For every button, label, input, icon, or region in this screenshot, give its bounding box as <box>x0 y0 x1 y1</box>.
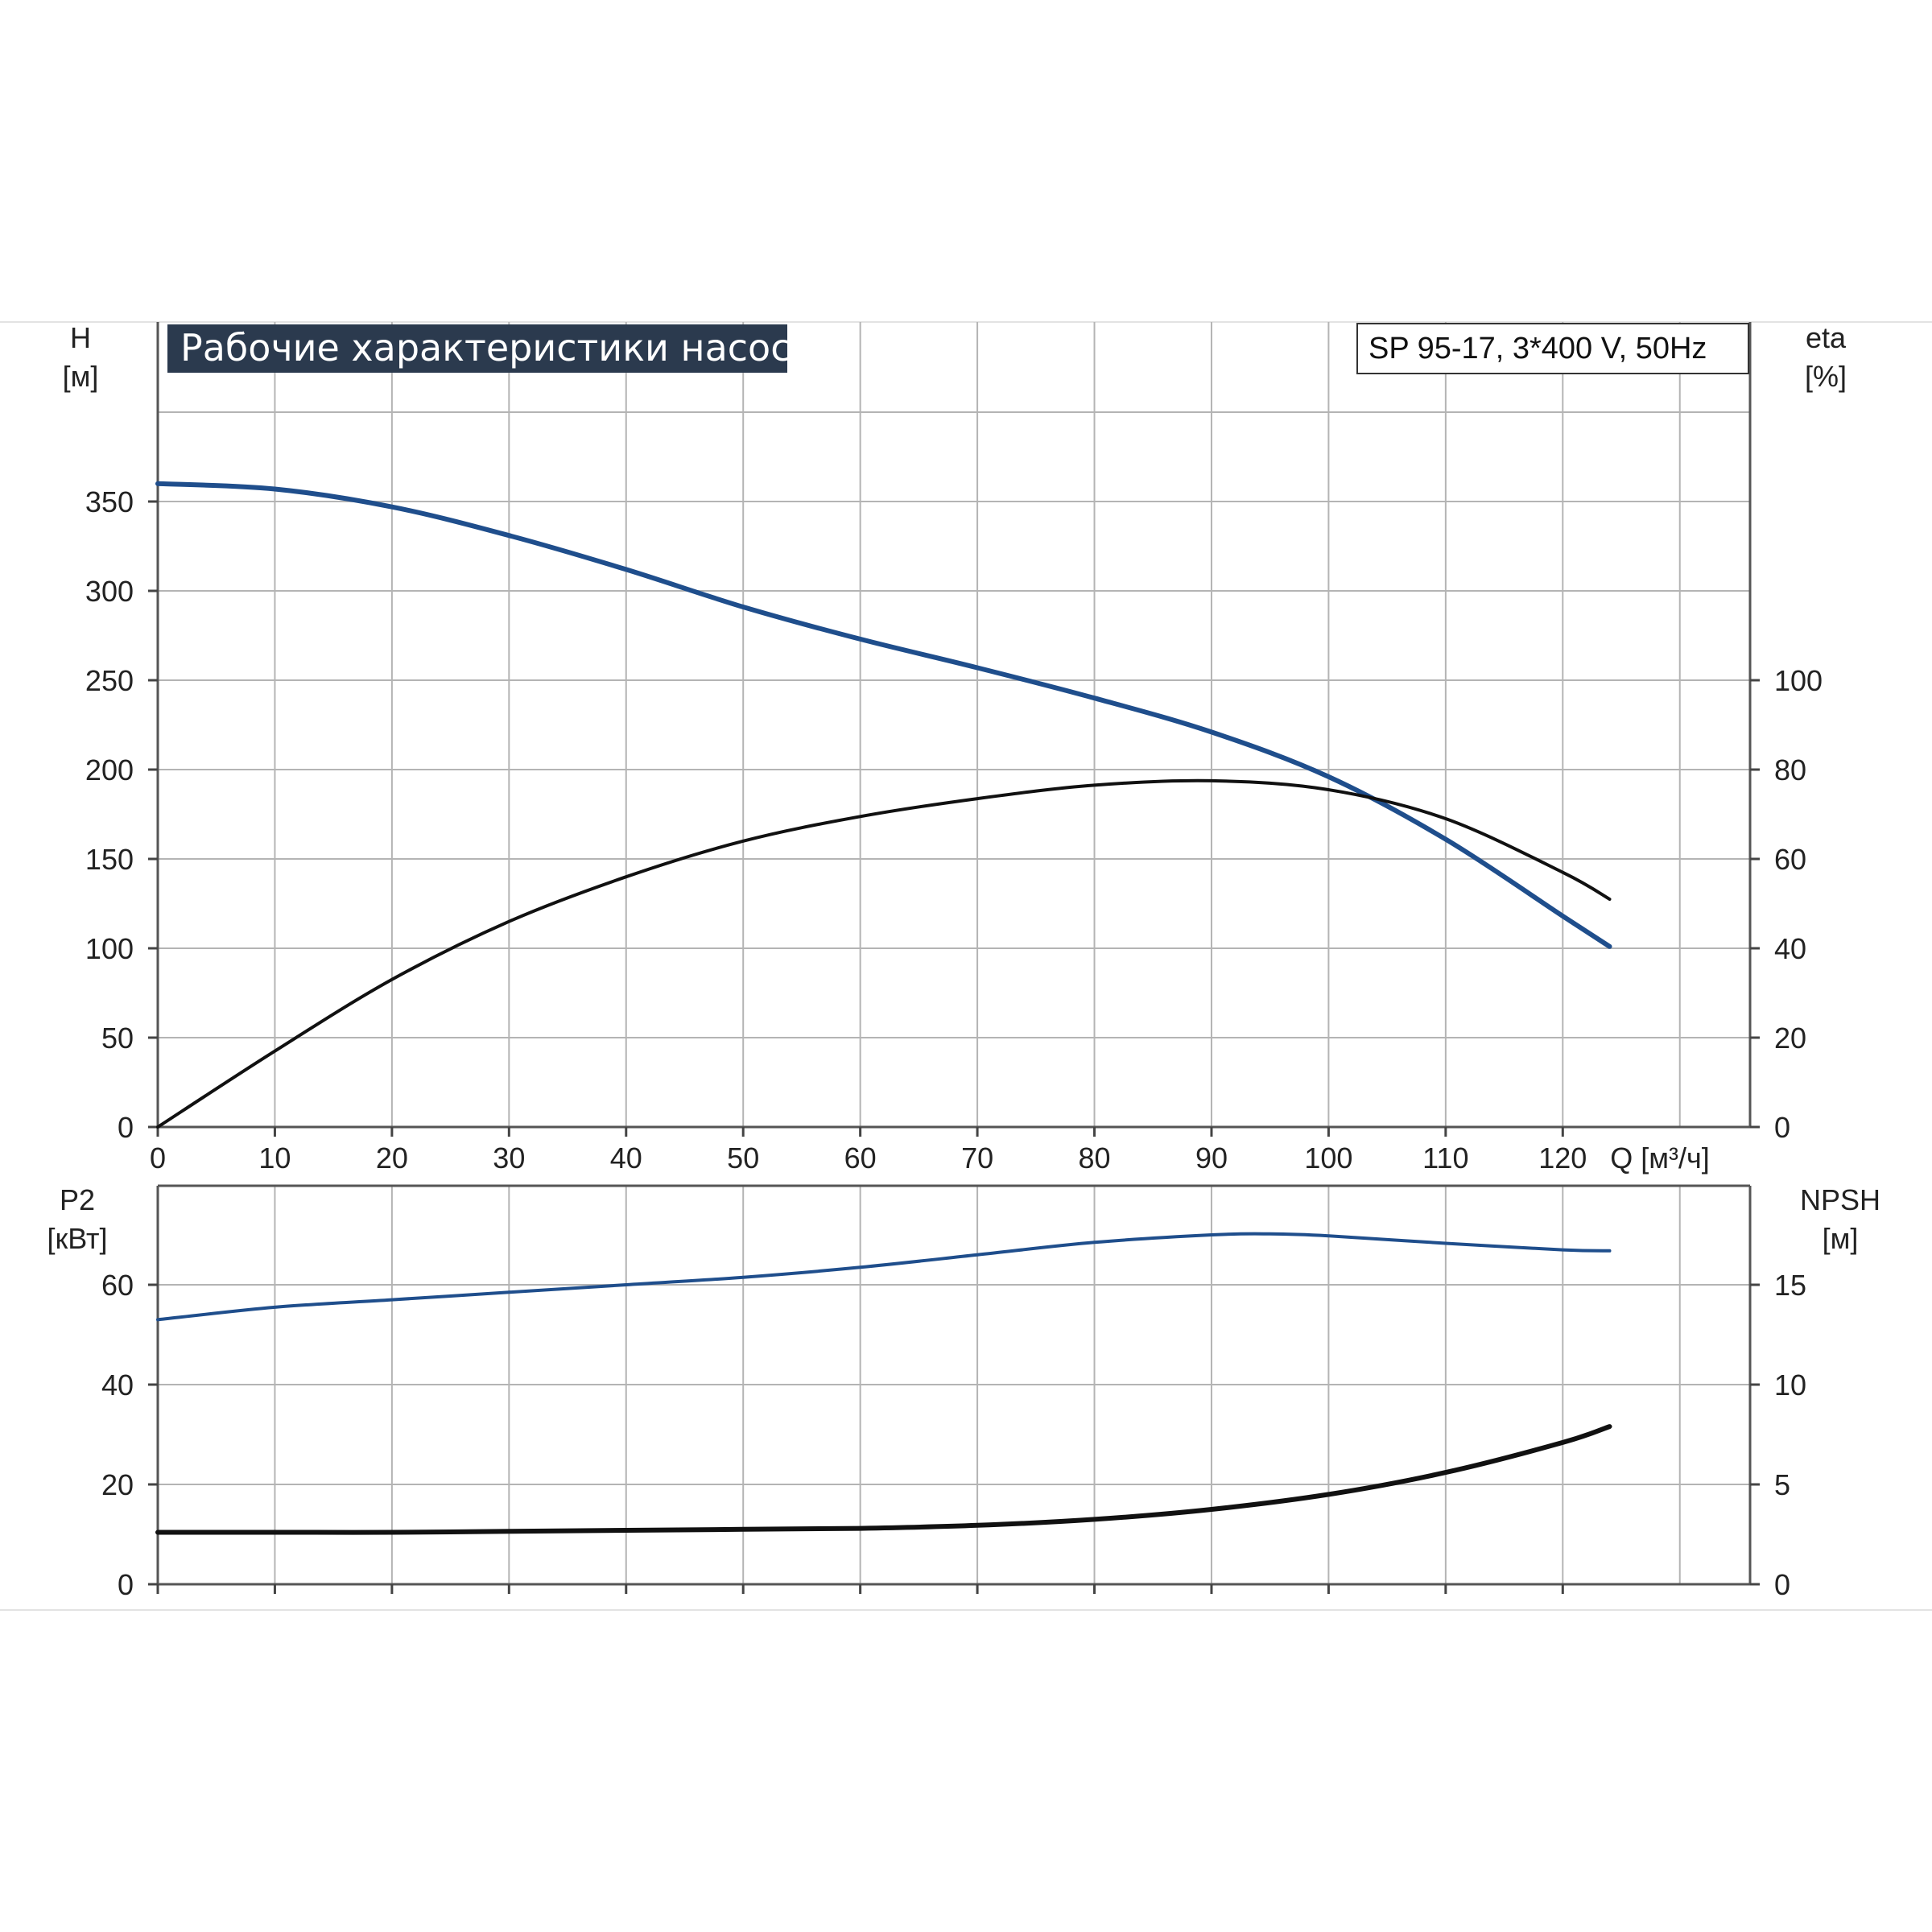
top-right-tick-label: 0 <box>1774 1111 1790 1144</box>
power-curve <box>156 1232 1612 1322</box>
top-grid <box>156 322 1752 1129</box>
top-right-tick-label: 60 <box>1774 843 1806 876</box>
x-tick-label: 80 <box>1079 1141 1111 1174</box>
bottom-left-tick-label: 40 <box>101 1368 134 1402</box>
x-tick-label: 90 <box>1195 1141 1228 1174</box>
bottom-grid <box>156 1184 1752 1586</box>
eta-axis-label: eta <box>1806 321 1847 354</box>
top-right-tick-label: 20 <box>1774 1022 1806 1055</box>
top-right-tick-label: 40 <box>1774 932 1806 965</box>
top-left-tick-label: 50 <box>101 1022 134 1055</box>
npsh-curve <box>155 1424 1612 1535</box>
top-right-tick-label: 100 <box>1774 664 1823 697</box>
head-curve <box>155 481 1612 949</box>
top-left-tick-label: 300 <box>85 575 134 608</box>
x-tick-label: 40 <box>610 1141 642 1174</box>
top-left-tick-label: 100 <box>85 932 134 965</box>
x-tick-label: 30 <box>493 1141 525 1174</box>
top-left-tick-label: 350 <box>85 485 134 518</box>
top-tick-labels: 0 50 100 150 200 250 300 350 0 20 40 60 80 100 0 10 20 30… <box>85 485 1823 1174</box>
p2-axis-unit: [кВт] <box>47 1222 107 1255</box>
x-tick-label: 20 <box>376 1141 408 1174</box>
model-label: SP 95-17, 3*400 V, 50Hz <box>1368 332 1707 365</box>
efficiency-curve <box>156 778 1612 1129</box>
x-tick-label: 10 <box>258 1141 291 1174</box>
npsh-axis-unit: [м] <box>1823 1222 1859 1255</box>
x-tick-label: 60 <box>844 1141 877 1174</box>
bottom-series <box>155 1232 1612 1535</box>
bottom-right-tick-label: 15 <box>1774 1269 1806 1302</box>
q-axis-label: Q [м³/ч] <box>1610 1141 1710 1174</box>
p2-axis-label: P2 <box>60 1183 95 1216</box>
top-left-tick-label: 150 <box>85 843 134 876</box>
top-left-tick-label: 200 <box>85 753 134 786</box>
top-series <box>155 481 1612 1129</box>
bottom-left-tick-label: 20 <box>101 1468 134 1501</box>
top-left-tick-label: 0 <box>118 1111 134 1144</box>
h-axis-label: H <box>70 321 91 354</box>
npsh-axis-label: NPSH <box>1800 1183 1880 1216</box>
bottom-right-tick-label: 0 <box>1774 1568 1790 1601</box>
x-tick-label: 0 <box>150 1141 166 1174</box>
bottom-right-tick-label: 5 <box>1774 1468 1790 1501</box>
bottom-left-tick-label: 60 <box>101 1269 134 1302</box>
x-tick-label: 110 <box>1422 1141 1468 1174</box>
bottom-tick-labels: 0 20 40 60 0 5 10 15 <box>101 1269 1806 1601</box>
bottom-left-tick-label: 0 <box>118 1568 134 1601</box>
x-tick-label: 120 <box>1538 1141 1587 1174</box>
top-right-tick-label: 80 <box>1774 753 1806 786</box>
title-banner <box>167 324 787 373</box>
eta-axis-unit: [%] <box>1805 360 1847 393</box>
top-left-tick-label: 250 <box>85 664 134 697</box>
chart-title: Рабочие характеристики насоса <box>180 326 814 369</box>
x-tick-label: 70 <box>961 1141 993 1174</box>
bottom-right-tick-label: 10 <box>1774 1368 1806 1402</box>
x-tick-label: 50 <box>727 1141 759 1174</box>
h-axis-unit: [м] <box>63 360 99 393</box>
x-tick-label: 100 <box>1304 1141 1352 1174</box>
model-box <box>1356 323 1749 374</box>
